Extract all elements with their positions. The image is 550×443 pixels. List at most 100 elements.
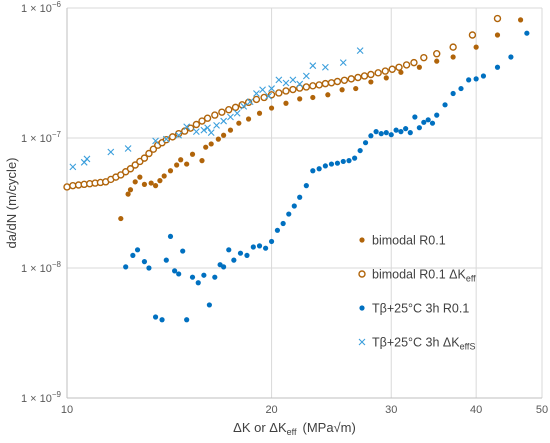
data-point bbox=[178, 157, 184, 163]
data-point bbox=[494, 64, 501, 70]
data-point bbox=[328, 161, 335, 167]
data-point bbox=[240, 103, 248, 110]
data-point bbox=[283, 100, 289, 106]
data-point bbox=[200, 126, 208, 134]
data-point bbox=[204, 124, 211, 132]
data-point bbox=[163, 257, 169, 263]
gridlines bbox=[66, 7, 543, 399]
data-point bbox=[246, 98, 254, 106]
y-tick-label: 1 × 10−9 bbox=[21, 390, 62, 405]
data-point bbox=[309, 62, 317, 70]
y-tick-label: 1 × 10−7 bbox=[21, 130, 62, 145]
data-points bbox=[63, 14, 530, 323]
data-point bbox=[449, 43, 457, 51]
data-point bbox=[425, 117, 431, 123]
data-point bbox=[207, 129, 215, 137]
data-point bbox=[162, 135, 170, 143]
data-point bbox=[159, 317, 165, 323]
data-point bbox=[373, 129, 379, 135]
data-point bbox=[398, 129, 404, 135]
y-axis-title: da/dN (m/cycle) bbox=[4, 157, 19, 248]
data-point bbox=[124, 145, 132, 152]
data-point bbox=[174, 129, 183, 138]
data-point bbox=[267, 91, 276, 99]
data-point bbox=[473, 76, 479, 82]
data-point bbox=[395, 63, 403, 71]
data-point bbox=[480, 73, 487, 79]
data-point bbox=[131, 161, 139, 169]
data-point bbox=[309, 82, 317, 90]
data-point bbox=[140, 154, 149, 162]
data-point bbox=[458, 85, 464, 92]
data-point bbox=[450, 54, 456, 60]
legend-label-subscript: effS bbox=[460, 342, 476, 352]
data-point bbox=[282, 79, 290, 87]
data-point bbox=[189, 274, 196, 280]
data-point bbox=[494, 32, 501, 38]
data-point bbox=[442, 102, 448, 108]
data-point bbox=[353, 85, 359, 92]
series-3-points bbox=[69, 47, 364, 171]
data-point bbox=[354, 73, 362, 82]
data-point bbox=[161, 173, 167, 179]
y-tick-label: 1 × 10−8 bbox=[21, 260, 62, 275]
data-point bbox=[226, 247, 232, 253]
data-point bbox=[227, 127, 234, 133]
data-point bbox=[180, 248, 186, 254]
data-point bbox=[268, 85, 275, 92]
data-point bbox=[388, 65, 396, 73]
data-point bbox=[141, 259, 148, 265]
x-axis-title-subscript: eff bbox=[287, 427, 297, 437]
data-point bbox=[321, 63, 329, 71]
data-point bbox=[134, 247, 141, 253]
data-point bbox=[107, 148, 115, 156]
data-point bbox=[357, 147, 363, 154]
y-tick-label: 1 × 10−6 bbox=[21, 0, 62, 15]
x-tick-label: 30 bbox=[385, 404, 397, 416]
data-point bbox=[146, 265, 152, 271]
data-point bbox=[215, 136, 221, 142]
data-point bbox=[221, 264, 227, 270]
legend-marker bbox=[359, 305, 365, 311]
data-point bbox=[195, 280, 201, 286]
data-point bbox=[176, 271, 182, 277]
data-point bbox=[237, 250, 244, 256]
data-point bbox=[227, 113, 234, 121]
data-point bbox=[201, 272, 207, 278]
data-point bbox=[263, 245, 269, 251]
data-point bbox=[322, 163, 328, 169]
data-point bbox=[168, 133, 177, 141]
data-point bbox=[517, 17, 524, 23]
series-2-points bbox=[123, 30, 530, 323]
data-point bbox=[149, 145, 158, 153]
data-point bbox=[434, 112, 440, 118]
y-tick-base: 1 × 10 bbox=[21, 263, 52, 275]
data-point bbox=[203, 144, 209, 150]
data-point bbox=[260, 93, 268, 102]
data-point bbox=[213, 122, 220, 129]
data-point bbox=[393, 127, 399, 133]
legend-label-main: bimodal R0.1 ΔK bbox=[372, 268, 466, 282]
series-1-points bbox=[63, 14, 502, 191]
data-point bbox=[383, 130, 389, 136]
data-point bbox=[378, 131, 384, 137]
series-0-points bbox=[118, 17, 524, 222]
data-point bbox=[130, 252, 136, 259]
data-point bbox=[184, 317, 190, 323]
legend-marker bbox=[359, 237, 365, 243]
data-point bbox=[310, 94, 316, 101]
data-point bbox=[231, 257, 237, 263]
data-point bbox=[352, 155, 358, 161]
data-point bbox=[302, 83, 311, 91]
legend-label-main: bimodal R0.1 bbox=[372, 234, 446, 248]
y-tick-exponent: −6 bbox=[52, 0, 62, 9]
data-point bbox=[508, 54, 514, 60]
data-point bbox=[383, 75, 389, 81]
data-point bbox=[327, 79, 336, 87]
x-tick-label: 50 bbox=[536, 404, 548, 416]
data-point bbox=[367, 70, 375, 79]
data-point bbox=[360, 72, 369, 80]
data-point bbox=[244, 252, 250, 259]
legend-item: bimodal R0.1 bbox=[359, 234, 446, 248]
data-point bbox=[374, 69, 382, 77]
